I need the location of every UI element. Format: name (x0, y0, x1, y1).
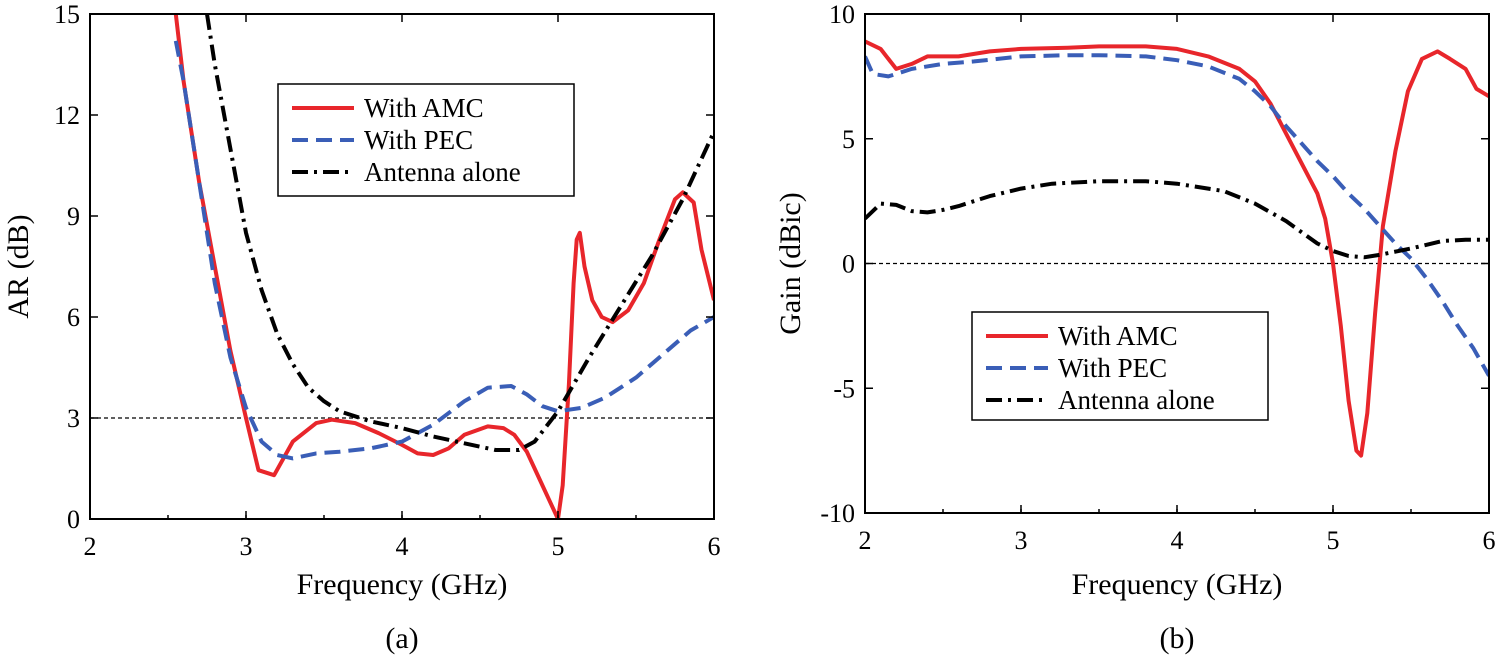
series-line-with-amc (173, 14, 714, 519)
legend-box (277, 83, 575, 197)
x-tick-label: 2 (84, 532, 97, 561)
x-axis-title: Frequency (GHz) (297, 568, 508, 601)
panel-a-ar-chart: 2 3 4 5 6 0 3 6 9 12 15 Frequency (GHz) AR (dB) (a) Wi… (2, 0, 721, 655)
x-tick-label: 3 (240, 532, 253, 561)
x-axis-title: Frequency (GHz) (1072, 568, 1283, 601)
y-tick-label: 0 (842, 250, 855, 279)
x-tick-label: 4 (396, 532, 409, 561)
x-tick-label: 5 (552, 532, 565, 561)
legend-label: Antenna alone (1058, 385, 1215, 415)
series-line-with-pec (865, 53, 1489, 377)
y-tick-label: 9 (67, 202, 80, 231)
legend-label: With PEC (364, 125, 473, 155)
x-tick-label: 6 (1483, 526, 1496, 555)
x-tick-label: 4 (1171, 526, 1184, 555)
y-tick-label: 5 (842, 125, 855, 154)
y-axis-title: AR (dB) (2, 214, 35, 318)
y-tick-label: 3 (67, 404, 80, 433)
x-tick-label: 2 (859, 526, 872, 555)
y-tick-label: 0 (67, 505, 80, 534)
y-tick-label: 10 (829, 0, 855, 29)
x-tick-label: 3 (1015, 526, 1028, 555)
panel-b-gain-chart: 2 3 4 5 6 -10 -5 0 5 10 Frequency (GHz) Gain (dBic)… (774, 0, 1496, 655)
panel-label: (a) (385, 622, 418, 655)
y-tick-label: 15 (54, 0, 80, 29)
x-tick-label: 5 (1327, 526, 1340, 555)
legend-label: With AMC (1058, 321, 1178, 351)
y-tick-label: 6 (67, 303, 80, 332)
y-axis-title: Gain (dBic) (774, 192, 807, 334)
legend-label: With PEC (1058, 353, 1167, 383)
series-line-antenna-alone (205, 14, 714, 452)
y-tick-label: -10 (820, 499, 855, 528)
legend-label: With AMC (364, 93, 484, 123)
y-tick-label: 12 (54, 101, 80, 130)
y-tick-label: -5 (833, 374, 855, 403)
series-line-with-amc (865, 39, 1489, 458)
panel-label: (b) (1160, 622, 1195, 655)
legend-label: Antenna alone (364, 157, 521, 187)
series-line-antenna-alone (865, 179, 1489, 260)
x-tick-label: 6 (708, 532, 721, 561)
